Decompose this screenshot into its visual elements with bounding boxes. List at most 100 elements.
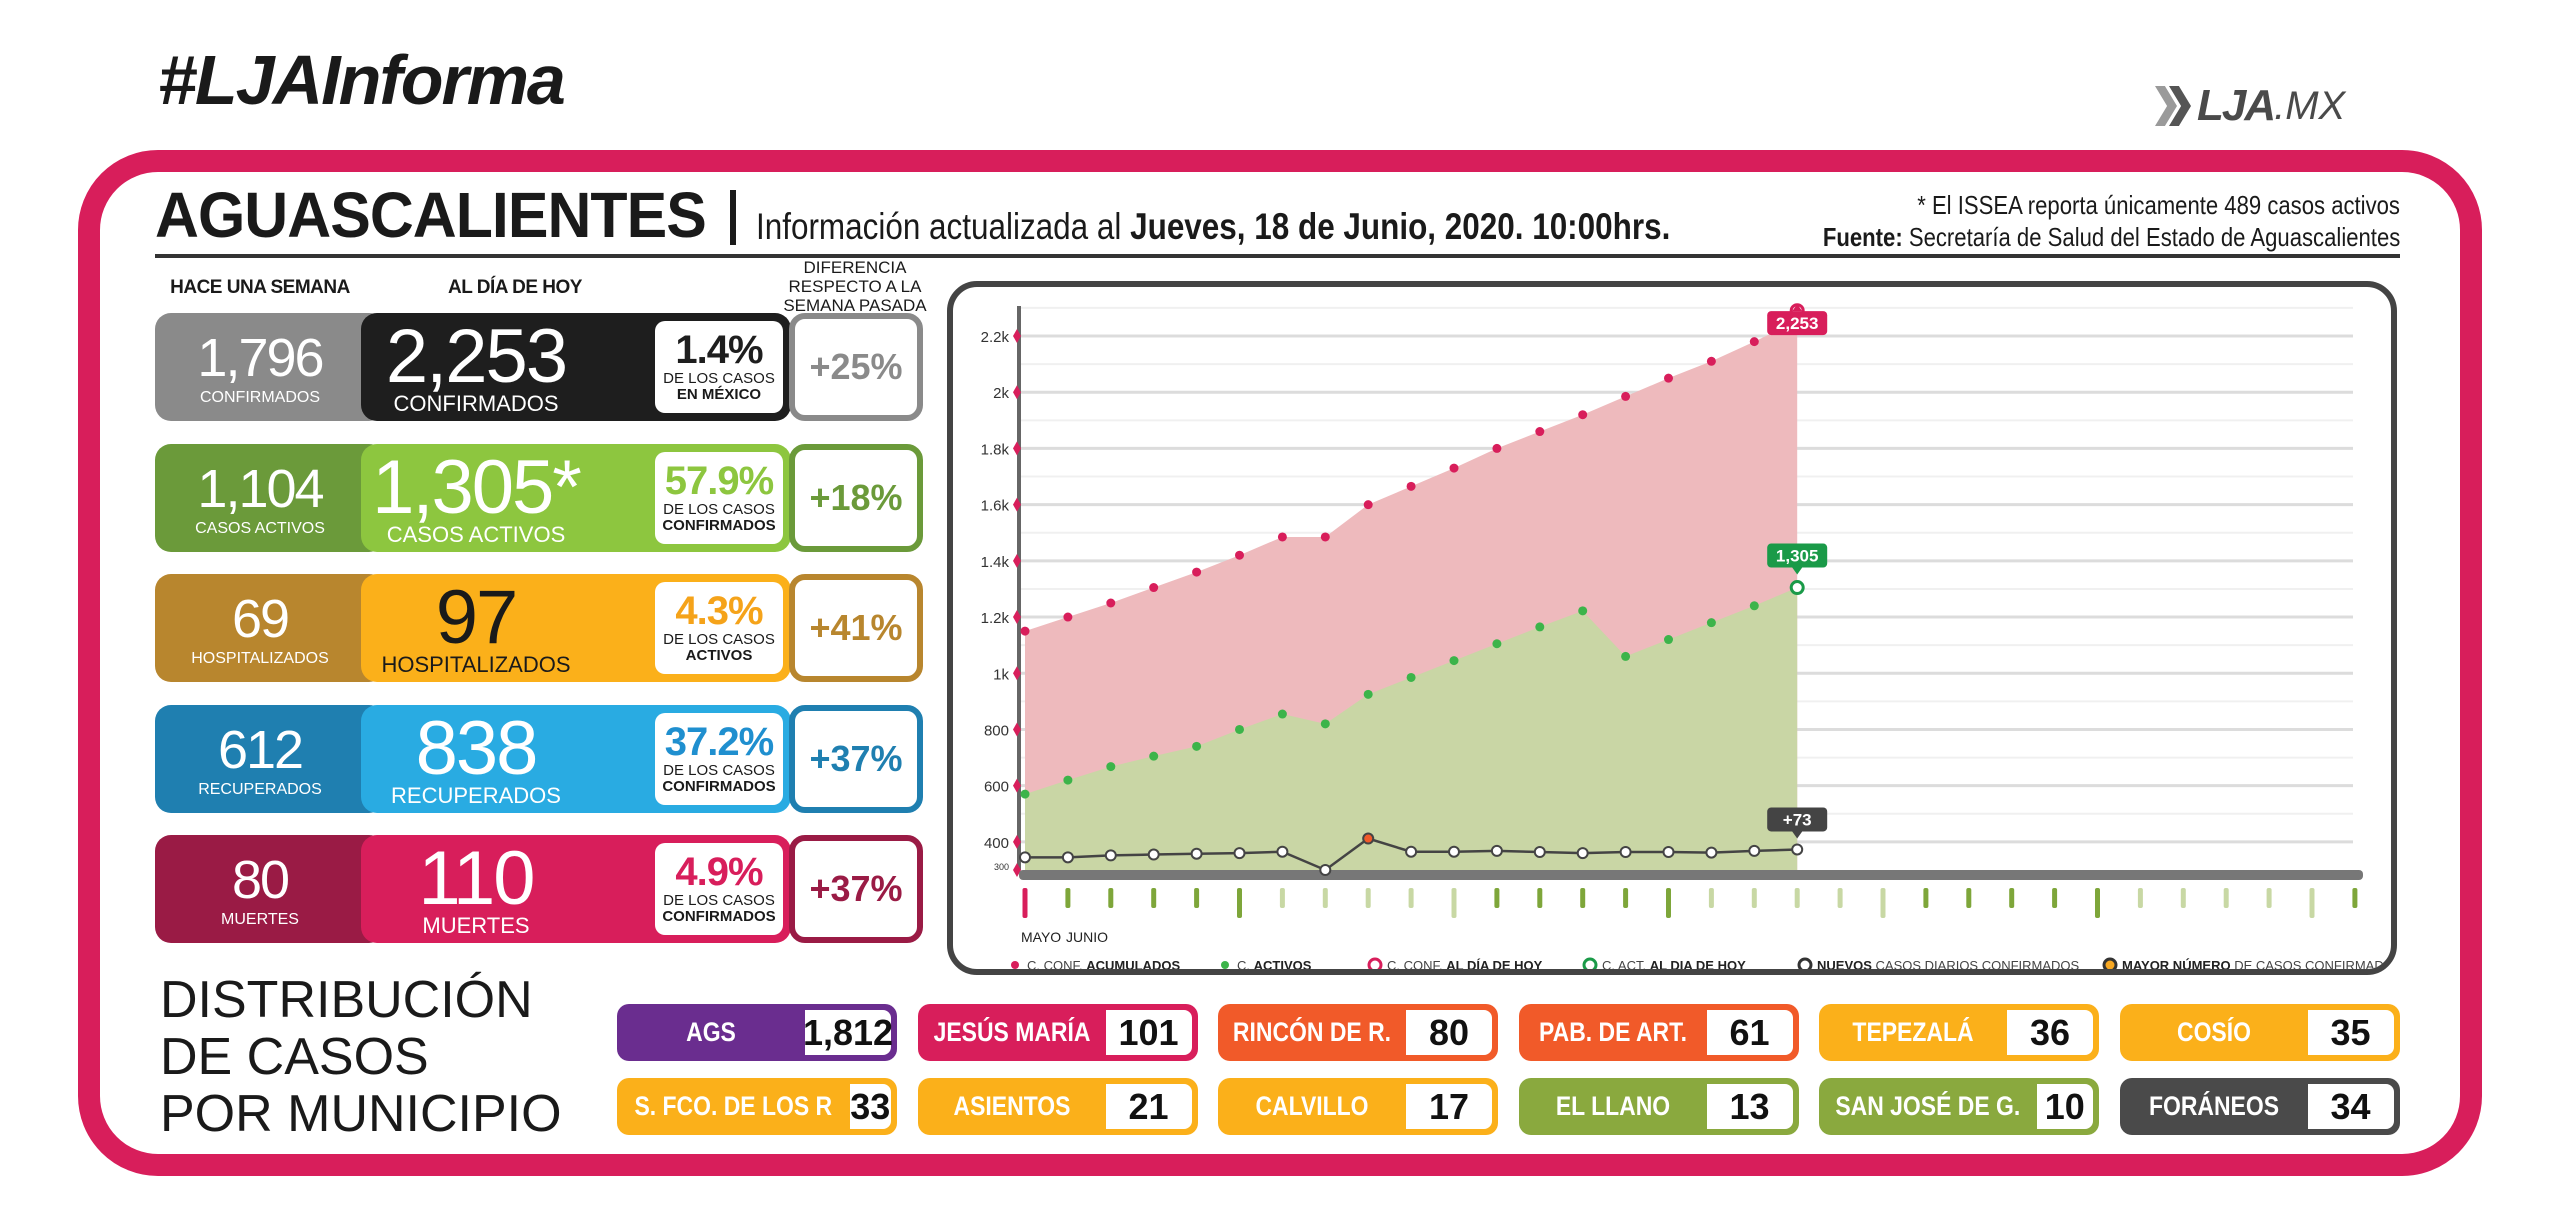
active-point	[1192, 741, 1202, 751]
municipality-count: 13	[1706, 1084, 1793, 1129]
week-value: 612	[217, 719, 304, 780]
active-callout-box	[1767, 543, 1828, 568]
active-point	[1106, 762, 1116, 772]
percentage-box: 4.9% DE LOS CASOS CONFIRMADOS	[655, 843, 783, 935]
stat-row: 80 MUERTES 110 MUERTES 4.9% DE LOS CASOS…	[155, 835, 923, 943]
x-tick-mark	[1365, 888, 1371, 908]
stat-row: 1,796 CONFIRMADOS 2,253 CONFIRMADOS 1.4%…	[155, 313, 923, 421]
today-label: MUERTES	[422, 913, 530, 938]
chevron-logo-icon	[2155, 86, 2197, 126]
municipality-count: 80	[1406, 1010, 1492, 1055]
legend-text: DE CASOS CONFIRMADOS EN UN DÍA	[2231, 958, 2391, 969]
confirmed-point	[1277, 532, 1287, 542]
daily-point	[1405, 845, 1418, 858]
weekly-diff: +25%	[789, 313, 923, 421]
y-tick-label: 1.8k	[981, 441, 1010, 458]
percentage-caption: DE LOS CASOS	[663, 892, 775, 909]
municipality-badge: PAB. DE ART. 61	[1518, 1004, 1799, 1061]
municipality-badge: COSÍO 35	[2119, 1004, 2400, 1061]
legend-item: NUEVOS CASOS DIARIOS CONFIRMADOS	[1817, 958, 2080, 969]
daily-point	[1791, 843, 1804, 856]
source-label: Fuente:	[1822, 222, 1903, 252]
logo-text: LJA	[2197, 81, 2276, 130]
today-value-card: 2,253 CONFIRMADOS 1.4% DE LOS CASOS EN M…	[361, 313, 791, 421]
x-tick-mark	[2137, 888, 2143, 908]
x-tick-mark	[2009, 888, 2015, 908]
distribution-title-line: DE CASOS	[160, 1028, 429, 1086]
x-tick-mark	[2309, 888, 2315, 918]
confirmed-point	[1492, 443, 1502, 453]
x-tick-mark	[2052, 888, 2058, 908]
col-header-today: AL DÍA DE HOY	[448, 277, 582, 298]
percentage-box: 1.4% DE LOS CASOS EN MÉXICO	[655, 321, 783, 413]
y-tick-marker	[1013, 385, 1021, 400]
x-tick-mark	[1108, 888, 1114, 908]
daily-callout-pointer	[1792, 831, 1803, 839]
today-value-card: 838 RECUPERADOS 37.2% DE LOS CASOS CONFI…	[361, 704, 791, 813]
max-daily-point	[1362, 832, 1375, 845]
daily-point	[1490, 844, 1503, 857]
daily-callout-text: +73	[1783, 810, 1812, 829]
y-tick-label: 1.6k	[981, 498, 1010, 515]
title-divider	[730, 190, 736, 245]
x-tick-mark	[2223, 888, 2229, 908]
x-tick-mark	[1623, 888, 1629, 908]
week-label: HOSPITALIZADOS	[191, 650, 329, 667]
page-title: AGUASCALIENTES	[155, 179, 707, 251]
y-tick-label: 800	[984, 722, 1009, 739]
week-label: RECUPERADOS	[198, 780, 322, 798]
legend-text: MAYOR NÚMERO	[2122, 958, 2231, 969]
update-info: Información actualizada al Jueves, 18 de…	[756, 206, 1670, 248]
legend-item: C. ACTIVOS	[1237, 958, 1312, 969]
legend-item: MAYOR NÚMERO DE CASOS CONFIRMADOS EN UN …	[2122, 958, 2391, 969]
y-tick-label: 400	[984, 835, 1009, 852]
x-tick-mark	[2095, 888, 2100, 918]
lja-logo[interactable]: LJA .MX	[2155, 81, 2345, 130]
percentage-reference: CONFIRMADOS	[662, 908, 776, 925]
municipality-count: 101	[1105, 1010, 1192, 1055]
y-tick-label: 300	[994, 862, 1009, 872]
active-point	[1149, 751, 1159, 761]
x-tick-mark	[1751, 888, 1757, 908]
x-tick-mark	[1194, 888, 1200, 908]
weekly-diff: +37%	[789, 835, 923, 943]
municipality-name: FORÁNEOS	[2148, 1091, 2279, 1121]
percentage-caption: DE LOS CASOS	[663, 761, 775, 779]
y-tick-marker	[1013, 863, 1021, 877]
confirmed-point	[1020, 626, 1030, 636]
active-point	[1492, 639, 1502, 649]
confirmed-callout: 2,253	[1767, 304, 1828, 336]
legend-ring-icon	[1367, 957, 1383, 969]
legend-text: ACTIVOS	[1254, 958, 1312, 969]
y-tick-marker	[1013, 834, 1021, 849]
y-tick-marker	[1013, 722, 1021, 737]
source-text: Secretaría de Salud del Estado de Aguasc…	[1902, 222, 2400, 252]
x-tick-mark	[1322, 888, 1328, 908]
municipality-name: S. FCO. DE LOS R	[634, 1091, 833, 1121]
stat-row: 1,104 CASOS ACTIVOS 1,305* CASOS ACTIVOS…	[155, 443, 923, 552]
legend-dot-icon	[1011, 961, 1019, 969]
municipality-name: SAN JOSÉ DE G.	[1835, 1091, 2021, 1121]
confirmed-point	[1192, 567, 1202, 577]
municipality-name: AGS	[686, 1017, 736, 1047]
municipality-count: 34	[2307, 1084, 2394, 1129]
confirmed-point	[1749, 337, 1759, 347]
municipality-badge: TEPEZALÁ 36	[1819, 1004, 2099, 1061]
municipality-count: 17	[1406, 1084, 1492, 1129]
active-point	[1363, 689, 1373, 699]
x-tick-mark	[1923, 888, 1929, 908]
daily-point	[1061, 851, 1074, 864]
x-tick-mark	[1151, 888, 1157, 908]
x-tick-mark	[2180, 888, 2186, 908]
active-point	[1063, 775, 1073, 785]
x-tick-mark	[1537, 888, 1543, 908]
active-today-point	[1789, 580, 1805, 596]
daily-point	[1619, 846, 1632, 859]
municipality-count: 10	[2036, 1084, 2093, 1129]
active-point	[1578, 606, 1588, 616]
confirmed-callout-text: 2,253	[1776, 314, 1819, 333]
active-point	[1621, 651, 1631, 661]
daily-point	[1705, 846, 1718, 859]
municipality-badge: CALVILLO 17	[1218, 1078, 1498, 1135]
municipality-name: JESÚS MARÍA	[933, 1017, 1090, 1047]
